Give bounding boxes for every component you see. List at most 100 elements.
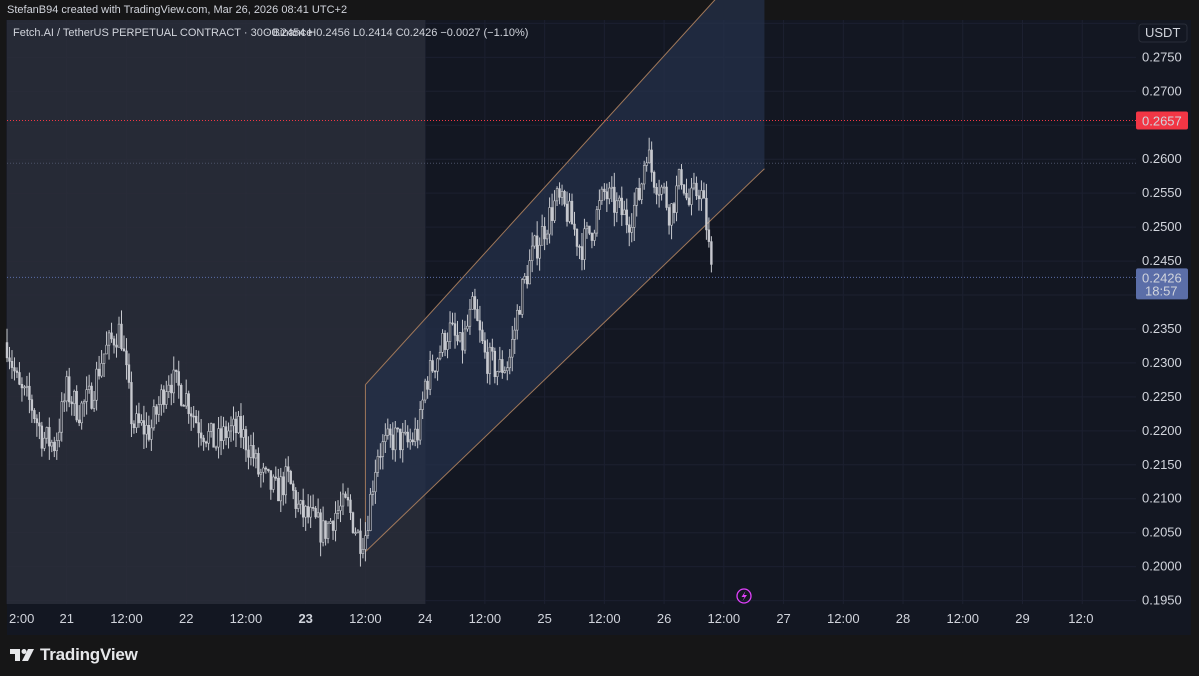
candle-body <box>142 420 146 435</box>
candle <box>692 172 696 191</box>
candle <box>570 193 574 225</box>
candle <box>394 420 397 462</box>
candle-body <box>177 371 180 386</box>
candle-body <box>85 389 88 402</box>
candle-body <box>155 406 158 415</box>
legend-symbol[interactable]: Fetch.AI / TetherUS PERPETUAL CONTRACT ·… <box>13 27 312 39</box>
horizontal-line-value: 0.2657 <box>1142 114 1182 129</box>
lightning-icon[interactable] <box>736 588 752 604</box>
candle-body <box>690 187 693 205</box>
candle-body <box>102 353 106 364</box>
candle <box>501 350 504 379</box>
candle <box>229 416 233 442</box>
candle <box>319 508 322 557</box>
candle <box>117 316 121 348</box>
candle-body <box>575 228 579 247</box>
candle-body <box>277 477 280 502</box>
currency-badge[interactable] <box>1138 23 1188 43</box>
candle <box>386 418 390 440</box>
candle <box>247 436 250 470</box>
candle <box>396 427 399 433</box>
candle-body <box>234 418 238 434</box>
candle <box>20 377 24 402</box>
candle <box>650 141 653 182</box>
candle <box>555 186 559 207</box>
candle <box>560 184 564 206</box>
candle <box>513 317 516 355</box>
candle <box>680 164 683 190</box>
candle-body <box>127 364 131 383</box>
time-tick-label: 29 <box>1015 611 1029 626</box>
candle <box>53 436 56 458</box>
candle <box>274 466 278 481</box>
candle <box>411 432 414 446</box>
candle <box>204 440 208 448</box>
candle-body <box>605 191 609 200</box>
candle <box>15 367 19 379</box>
candle-body <box>635 188 638 206</box>
candle-body <box>182 405 185 407</box>
candle-body <box>331 521 335 531</box>
price-tick-label: 0.2000 <box>1142 559 1182 574</box>
candle <box>227 422 230 449</box>
candle <box>481 321 484 345</box>
candle-body <box>162 389 166 405</box>
candle <box>145 412 148 448</box>
candle <box>77 405 81 427</box>
candle-body <box>344 493 347 498</box>
candle-body <box>239 416 243 438</box>
candle <box>194 410 198 424</box>
candle <box>615 192 618 223</box>
highlight-rect <box>7 20 426 604</box>
candle-body <box>349 499 352 513</box>
time-tick-label: 12:00 <box>708 611 741 626</box>
candle-body <box>578 246 581 248</box>
candle <box>401 422 404 463</box>
candle <box>304 504 307 531</box>
candle <box>443 330 447 357</box>
candle-body <box>423 380 427 401</box>
candle-body <box>418 409 422 441</box>
candle-body <box>299 500 302 505</box>
candle <box>473 288 477 319</box>
candle <box>257 447 260 477</box>
candle-body <box>361 549 365 554</box>
candle-body <box>90 385 93 409</box>
candle-body <box>359 530 362 554</box>
time-tick-label: 12:00 <box>349 611 382 626</box>
candle <box>667 204 671 235</box>
time-axis[interactable]: 2:00 21 12:00 22 12:00 23 12:00 24 12:00 25 12:00 2… <box>9 611 1094 626</box>
candle-body <box>5 342 9 359</box>
candle-body <box>289 471 292 485</box>
candle-body <box>145 424 148 435</box>
candle <box>583 218 586 270</box>
candle-body <box>491 346 494 352</box>
candle <box>436 357 439 381</box>
candle <box>142 405 146 449</box>
candle-body <box>160 389 163 405</box>
candle-body <box>588 225 591 234</box>
candle-body <box>130 382 133 425</box>
time-tick-label: 12:00 <box>110 611 143 626</box>
candle <box>645 156 648 172</box>
candle-body <box>346 497 350 501</box>
candle-body <box>386 428 390 436</box>
candle <box>655 183 658 205</box>
candle <box>209 422 213 438</box>
candle <box>259 468 263 488</box>
candle <box>426 376 429 399</box>
candle-body <box>394 427 397 451</box>
candle <box>705 183 708 240</box>
candle <box>157 396 161 422</box>
candle-body <box>13 367 16 372</box>
candle <box>311 494 315 512</box>
time-tick-label: 27 <box>776 611 790 626</box>
candle <box>580 232 584 271</box>
time-tick-label: 12:00 <box>946 611 979 626</box>
candle <box>160 384 163 416</box>
price-tick-label: 0.2750 <box>1142 49 1182 64</box>
tradingview-logo[interactable]: TradingView <box>9 645 138 665</box>
candle-body <box>45 427 49 439</box>
candle <box>102 353 106 378</box>
